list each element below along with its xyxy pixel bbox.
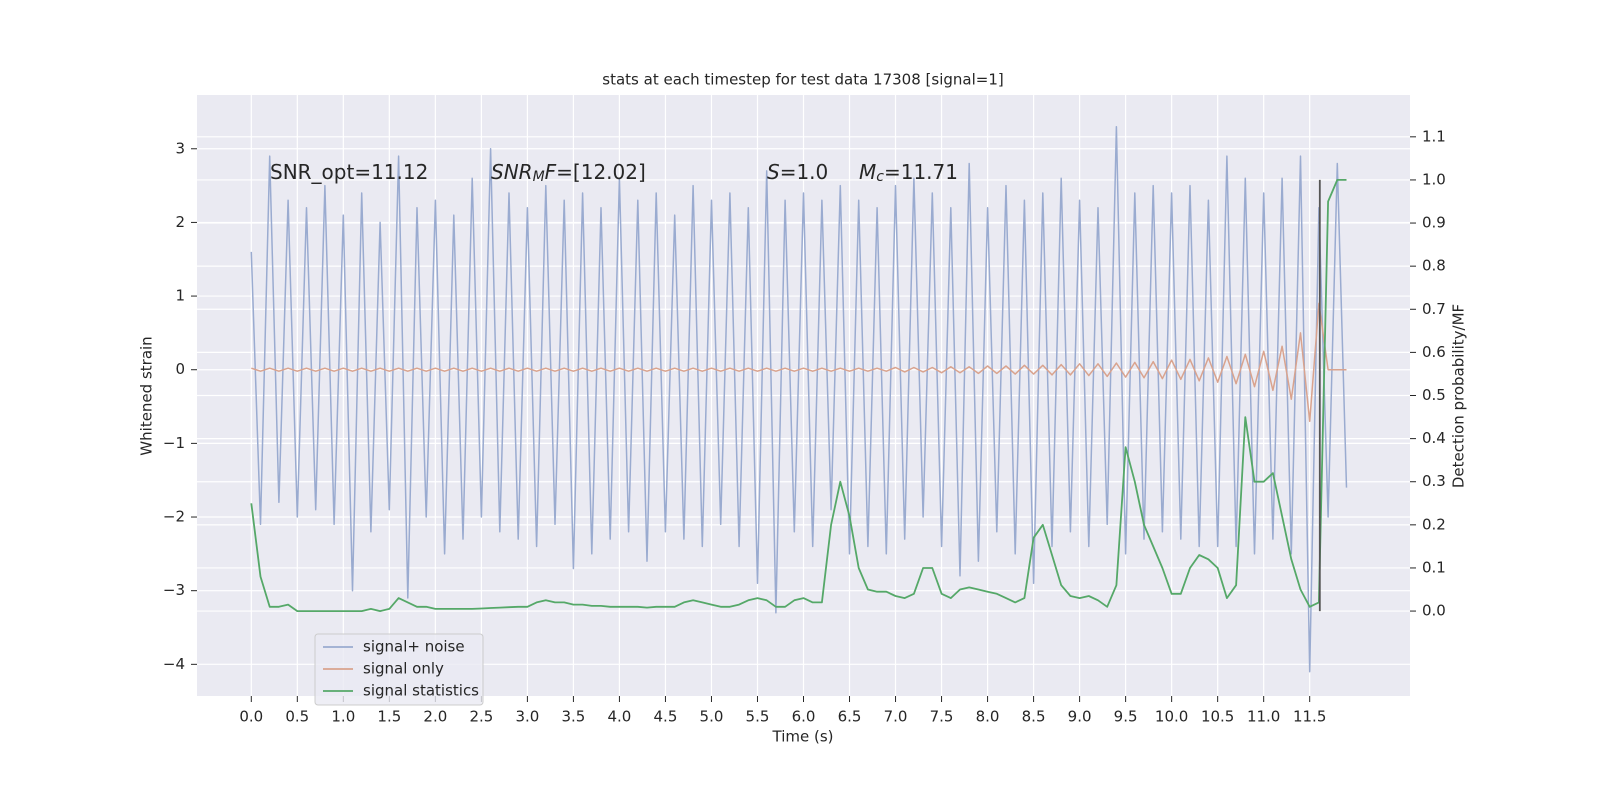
x-tick-label: 6.0 bbox=[792, 708, 816, 726]
y2-tick-label: 0.0 bbox=[1422, 602, 1446, 620]
legend-label: signal only bbox=[363, 660, 444, 678]
annotation: Mc=11.71 bbox=[859, 160, 958, 186]
annotation: SNRMF=[12.02] bbox=[491, 160, 646, 186]
y2-tick-label: 0.4 bbox=[1422, 429, 1446, 447]
annotation: SNR_opt=11.12 bbox=[270, 160, 428, 184]
legend-box bbox=[314, 633, 484, 706]
y-tick-label: 2 bbox=[175, 213, 185, 231]
x-tick-label: 9.0 bbox=[1068, 708, 1092, 726]
y2-tick-label: 0.7 bbox=[1422, 300, 1446, 318]
x-tick-label: 10.0 bbox=[1155, 708, 1188, 726]
x-tick-label: 3.5 bbox=[561, 708, 585, 726]
legend-label: signal+ noise bbox=[363, 638, 465, 656]
y-tick-label: 0 bbox=[175, 360, 185, 378]
annotation-part: =[12.02] bbox=[556, 160, 646, 184]
x-tick-label: 8.5 bbox=[1022, 708, 1046, 726]
x-tick-label: 2.5 bbox=[469, 708, 493, 726]
y2-tick-label: 0.8 bbox=[1422, 257, 1446, 275]
annotation-part: SNR_opt=11.12 bbox=[270, 160, 428, 184]
y-tick-label: −3 bbox=[163, 581, 185, 599]
annotation-part: =1.0 bbox=[780, 160, 829, 184]
x-tick-label: 5.5 bbox=[746, 708, 770, 726]
y2-tick-label: 0.5 bbox=[1422, 386, 1446, 404]
annotation: S=1.0 bbox=[767, 160, 828, 184]
y-tick-label: −4 bbox=[163, 655, 185, 673]
x-tick-label: 1.0 bbox=[331, 708, 355, 726]
series-line bbox=[250, 179, 1347, 612]
annotation-part: =11.71 bbox=[884, 160, 958, 184]
x-tick-label: 8.0 bbox=[976, 708, 1000, 726]
x-tick-label: 1.5 bbox=[377, 708, 401, 726]
y-tick-label: −2 bbox=[163, 508, 185, 526]
annotation-part: M bbox=[533, 169, 545, 185]
annotation-part: c bbox=[876, 169, 884, 185]
y2-tick-label: 0.2 bbox=[1422, 515, 1446, 533]
x-tick-label: 0.0 bbox=[239, 708, 263, 726]
annotation-part: F bbox=[545, 160, 557, 184]
y2-tick-label: 0.6 bbox=[1422, 343, 1446, 361]
y2-tick-label: 1.0 bbox=[1422, 170, 1446, 188]
x-tick-label: 5.0 bbox=[700, 708, 724, 726]
x-tick-label: 2.0 bbox=[423, 708, 447, 726]
x-tick-label: 4.5 bbox=[654, 708, 678, 726]
x-tick-label: 6.5 bbox=[838, 708, 862, 726]
x-tick-label: 11.5 bbox=[1293, 708, 1326, 726]
legend-label: signal statistics bbox=[363, 682, 479, 700]
y2-tick-label: 0.3 bbox=[1422, 472, 1446, 490]
annotation-part: SNR bbox=[491, 160, 533, 184]
x-tick-label: 4.0 bbox=[608, 708, 632, 726]
x-tick-label: 9.5 bbox=[1114, 708, 1138, 726]
x-axis-label: Time (s) bbox=[772, 728, 834, 746]
y-tick-label: 1 bbox=[175, 287, 185, 305]
annotation-part: S bbox=[767, 160, 780, 184]
x-tick-label: 0.5 bbox=[285, 708, 309, 726]
y-tick-label: 3 bbox=[175, 139, 185, 157]
y2-tick-label: 1.1 bbox=[1422, 127, 1446, 145]
y2-tick-label: 0.9 bbox=[1422, 214, 1446, 232]
x-tick-label: 10.5 bbox=[1201, 708, 1234, 726]
series-line bbox=[250, 125, 1348, 673]
x-tick-label: 7.5 bbox=[930, 708, 954, 726]
y2-tick-label: 0.1 bbox=[1422, 558, 1446, 576]
y-axis-label: Whitened strain bbox=[138, 336, 156, 455]
x-tick-label: 3.0 bbox=[515, 708, 539, 726]
series-line bbox=[251, 302, 1347, 423]
y-tick-label: −1 bbox=[163, 434, 185, 452]
chart-title: stats at each timestep for test data 173… bbox=[602, 71, 1003, 89]
y2-axis-label: Detection probability/MF bbox=[1450, 304, 1468, 488]
annotation-part: M bbox=[859, 160, 876, 184]
x-tick-label: 7.0 bbox=[884, 708, 908, 726]
x-tick-label: 11.0 bbox=[1247, 708, 1280, 726]
